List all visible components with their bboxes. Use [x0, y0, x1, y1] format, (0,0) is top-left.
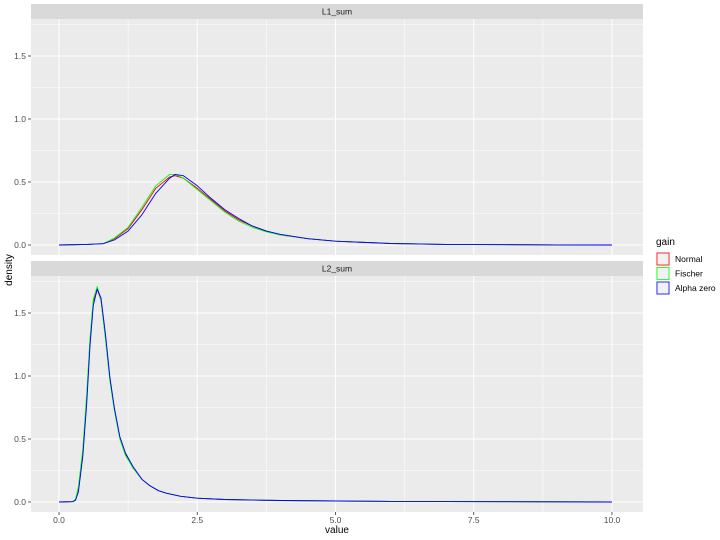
y-tick-label: 1.5: [14, 51, 26, 61]
facet-strip: [31, 261, 643, 276]
legend-item: Alpha zero: [656, 281, 716, 295]
x-tick-label: 7.5: [468, 515, 480, 525]
legend-key-bg: [656, 252, 670, 266]
x-axis-label: value: [325, 525, 349, 536]
legend-key: [656, 252, 670, 266]
panel-background: [31, 19, 643, 255]
legend-key: [656, 281, 670, 295]
y-tick-label: 0.0: [14, 240, 26, 250]
y-tick-label: 1.0: [14, 114, 26, 124]
legend-label: Alpha zero: [675, 283, 716, 293]
facet-panel-L2_sum: L2_sum 0.0 0.5 1.0 1.5: [14, 261, 643, 512]
legend-title: gain: [656, 237, 675, 248]
x-tick-label: 0.0: [53, 515, 65, 525]
x-tick-label: 10.0: [604, 515, 621, 525]
density-line-alpha-zero: [58, 288, 613, 503]
legend-item: Fischer: [656, 266, 703, 281]
legend-key-bg: [656, 266, 670, 281]
legend-label: Fischer: [675, 269, 703, 279]
density-line-alpha-zero: [58, 173, 613, 246]
legend-key: [656, 267, 670, 280]
legend-item: Normal: [656, 252, 703, 266]
x-tick-label: 2.5: [191, 515, 203, 525]
facet-strip-label: L1_sum: [322, 7, 352, 17]
y-tick-label: 0.5: [14, 177, 26, 187]
y-tick-label: 1.5: [14, 308, 26, 318]
x-tick-label: 5.0: [330, 515, 342, 525]
y-tick-label: 1.0: [14, 371, 26, 381]
facet-strip: [31, 4, 643, 19]
legend-key-bg: [656, 281, 670, 295]
y-axis-label: density: [4, 254, 15, 286]
legend-label: Normal: [675, 254, 703, 264]
facet-panel-L1_sum: L1_sum 0.0 0.5 1.0 1.5: [14, 4, 643, 255]
y-tick-label: 0.5: [14, 434, 26, 444]
facet-strip-label: L2_sum: [322, 264, 352, 274]
y-tick-label: 0.0: [14, 497, 26, 507]
panel-background: [31, 276, 643, 512]
